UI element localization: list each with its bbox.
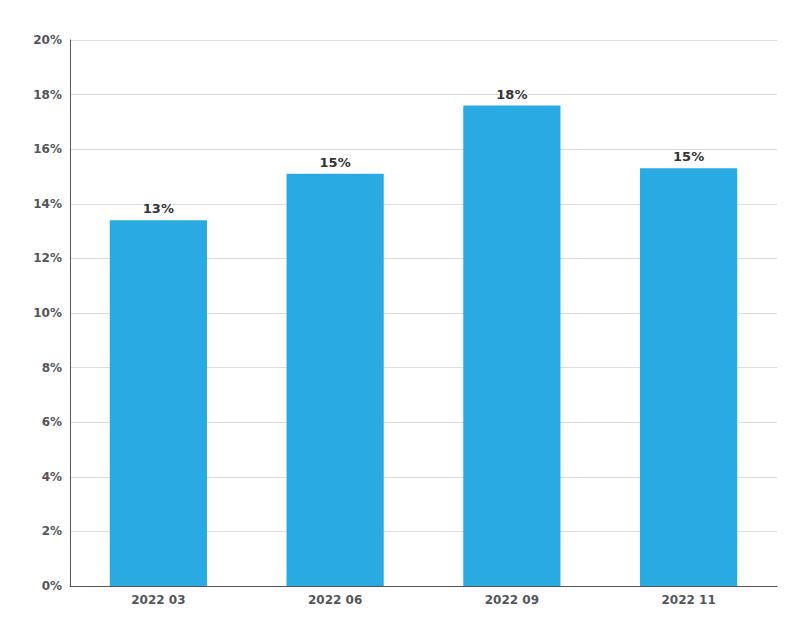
svg-text:8%: 8%	[42, 361, 62, 375]
svg-text:14%: 14%	[33, 197, 62, 211]
svg-text:2022 03: 2022 03	[131, 593, 185, 607]
svg-text:16%: 16%	[33, 142, 62, 156]
svg-text:13%: 13%	[143, 201, 174, 216]
svg-text:2%: 2%	[42, 524, 62, 538]
svg-text:2022 06: 2022 06	[308, 593, 362, 607]
svg-text:6%: 6%	[42, 415, 62, 429]
svg-text:0%: 0%	[42, 579, 62, 593]
svg-text:4%: 4%	[42, 470, 62, 484]
svg-text:20%: 20%	[33, 33, 62, 47]
svg-text:2022 11: 2022 11	[661, 593, 715, 607]
svg-text:15%: 15%	[673, 149, 704, 164]
svg-text:10%: 10%	[33, 306, 62, 320]
svg-text:18%: 18%	[496, 87, 527, 102]
svg-text:15%: 15%	[320, 155, 351, 170]
svg-text:2022 09: 2022 09	[485, 593, 539, 607]
svg-text:18%: 18%	[33, 88, 62, 102]
svg-text:12%: 12%	[33, 251, 62, 265]
